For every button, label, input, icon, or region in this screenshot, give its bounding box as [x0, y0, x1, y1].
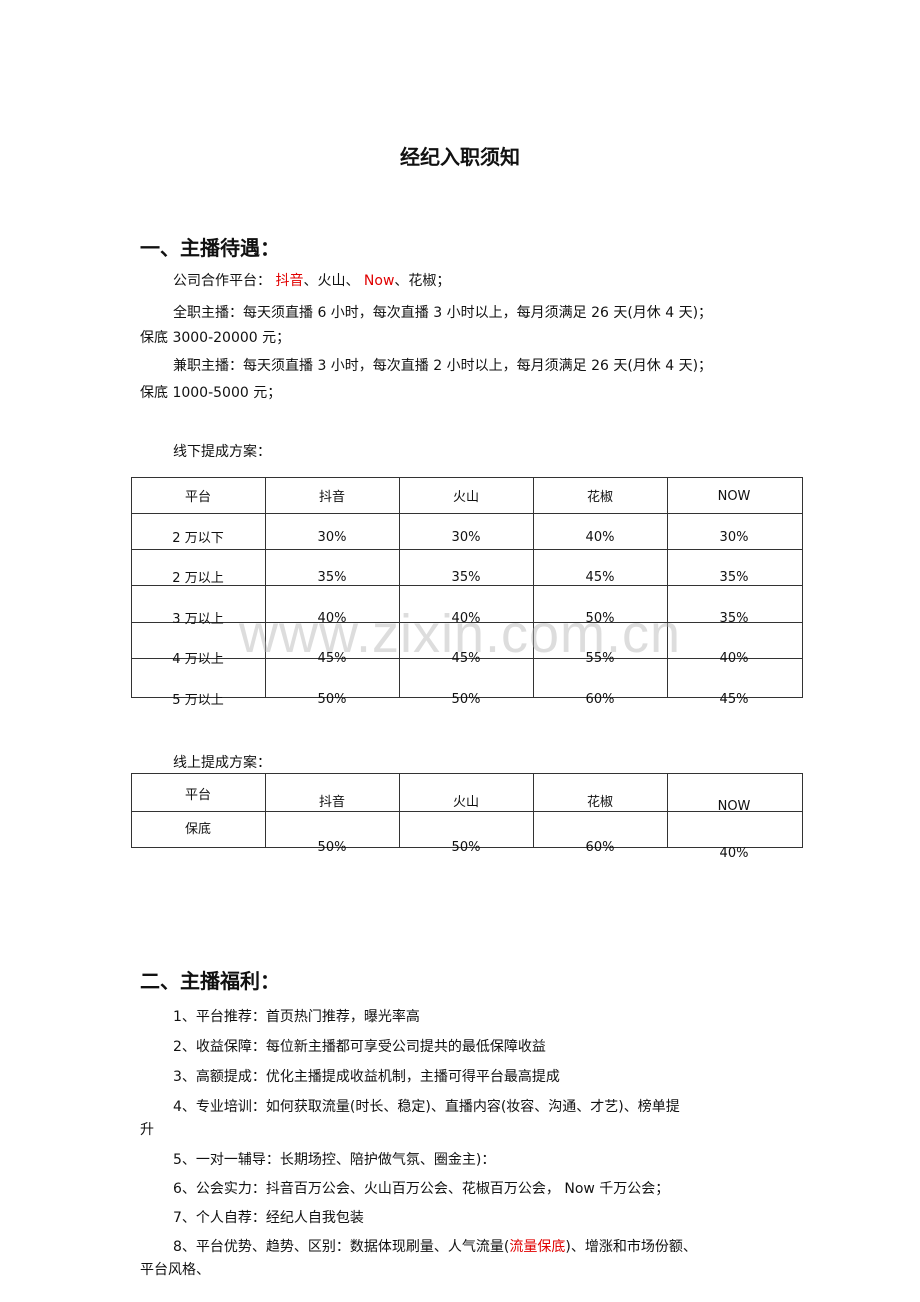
table-border: [667, 477, 668, 697]
table-border: [131, 773, 803, 774]
parttime-line-2: 保底 1000-5000 元；: [140, 385, 282, 401]
separator: 、花椒；: [394, 273, 451, 289]
table-border: [265, 477, 266, 697]
table-cell: 55%: [585, 651, 615, 666]
fulltime-line-1: 全职主播：每天须直播 6 小时，每次直播 3 小时以上，每月须满足 26 天(月…: [173, 305, 713, 321]
benefit-item: 1、平台推荐：首页热门推荐，曝光率高: [173, 1009, 420, 1025]
offline-label: 线下提成方案：: [173, 444, 271, 460]
table-cell: 5 万以上: [172, 693, 224, 708]
separator: 、火山、: [303, 273, 360, 289]
table-border: [131, 773, 132, 847]
item-8-suffix: )、增涨和市场份额、: [565, 1239, 697, 1255]
table-cell: 40%: [317, 611, 347, 626]
benefit-item-8-line-2: 平台风格、: [140, 1262, 210, 1278]
table-cell: 30%: [317, 530, 347, 545]
table-border: [131, 847, 803, 848]
item-8-highlight: 流量保底: [509, 1239, 566, 1255]
page-title: 经纪入职须知: [400, 145, 520, 169]
table-border: [131, 622, 803, 623]
table-cell: 50%: [451, 692, 481, 707]
table-cell: 30%: [719, 530, 749, 545]
benefit-item: 4、专业培训：如何获取流量(时长、稳定)、直播内容(妆容、沟通、才艺)、榜单提: [173, 1099, 680, 1115]
table-cell: 40%: [451, 611, 481, 626]
table-cell: 抖音: [318, 490, 345, 505]
table-cell: 2 万以下: [172, 531, 224, 546]
platform-douyin: 抖音: [275, 273, 304, 289]
platforms-label: 公司合作平台：: [173, 273, 271, 289]
table-border: [131, 477, 803, 478]
parttime-line-1: 兼职主播：每天须直播 3 小时，每次直播 2 小时以上，每月须满足 26 天(月…: [173, 358, 713, 374]
table-cell: 平台: [184, 788, 211, 803]
benefit-item-8: 8、平台优势、趋势、区别：数据体现刷量、人气流量(流量保底)、增涨和市场份额、: [173, 1238, 697, 1256]
table-cell: 保底: [184, 822, 211, 837]
fulltime-line-2: 保底 3000-20000 元；: [140, 330, 291, 346]
table-cell: 45%: [585, 570, 615, 585]
benefit-item: 6、公会实力：抖音百万公会、火山百万公会、花椒百万公会， Now 千万公会；: [173, 1181, 670, 1197]
table-border: [131, 513, 803, 514]
platform-now: Now: [363, 273, 395, 289]
table-border: [265, 773, 266, 847]
table-border: [131, 477, 132, 697]
table-cell: 花椒: [586, 795, 613, 810]
table-border: [131, 549, 803, 550]
table-border: [131, 811, 803, 812]
benefit-item: 升: [140, 1122, 154, 1138]
table-cell: 35%: [719, 570, 749, 585]
table-cell: 40%: [585, 530, 615, 545]
table-border: [533, 773, 534, 847]
table-cell: 30%: [451, 530, 481, 545]
table-cell: 火山: [452, 490, 479, 505]
table-cell: 60%: [585, 840, 615, 855]
table-cell: 平台: [184, 490, 211, 505]
table-cell: 50%: [451, 840, 481, 855]
table-border: [399, 773, 400, 847]
table-border: [802, 477, 803, 697]
table-cell: 35%: [451, 570, 481, 585]
platforms-line: 公司合作平台： 抖音、火山、 Now、花椒；: [173, 272, 450, 290]
table-cell: 40%: [719, 651, 749, 666]
table-border: [533, 477, 534, 697]
table-cell: 4 万以上: [172, 652, 224, 667]
table-cell: 火山: [452, 795, 479, 810]
table-cell: NOW: [717, 799, 751, 814]
table-cell: 2 万以上: [172, 571, 224, 586]
table-border: [131, 658, 803, 659]
table-cell: 3 万以上: [172, 612, 224, 627]
benefit-item: 7、个人自荐：经纪人自我包装: [173, 1210, 364, 1226]
table-border: [131, 697, 803, 698]
section-1-heading: 一、主播待遇：: [140, 236, 280, 260]
table-border: [131, 585, 803, 586]
table-cell: 45%: [719, 692, 749, 707]
benefit-item: 5、一对一辅导：长期场控、陪护做气氛、圈金主)：: [173, 1152, 496, 1168]
item-8-prefix: 8、平台优势、趋势、区别：数据体现刷量、人气流量(: [173, 1239, 510, 1255]
table-cell: 45%: [451, 651, 481, 666]
table-cell: 60%: [585, 692, 615, 707]
table-border: [802, 773, 803, 847]
table-cell: 50%: [317, 840, 347, 855]
table-cell: NOW: [717, 489, 751, 504]
section-2-heading: 二、主播福利：: [140, 969, 280, 993]
table-cell: 50%: [317, 692, 347, 707]
table-cell: 花椒: [586, 490, 613, 505]
benefit-item: 2、收益保障：每位新主播都可享受公司提共的最低保障收益: [173, 1039, 546, 1055]
table-border: [399, 477, 400, 697]
table-cell: 50%: [585, 611, 615, 626]
table-cell: 40%: [719, 846, 749, 861]
watermark: www.zixin.com.cn: [238, 604, 682, 664]
table-cell: 45%: [317, 651, 347, 666]
online-label: 线上提成方案：: [173, 755, 271, 771]
table-cell: 35%: [719, 611, 749, 626]
table-cell: 抖音: [318, 795, 345, 810]
table-cell: 35%: [317, 570, 347, 585]
benefit-item: 3、高额提成：优化主播提成收益机制，主播可得平台最高提成: [173, 1069, 560, 1085]
table-border: [667, 773, 668, 847]
